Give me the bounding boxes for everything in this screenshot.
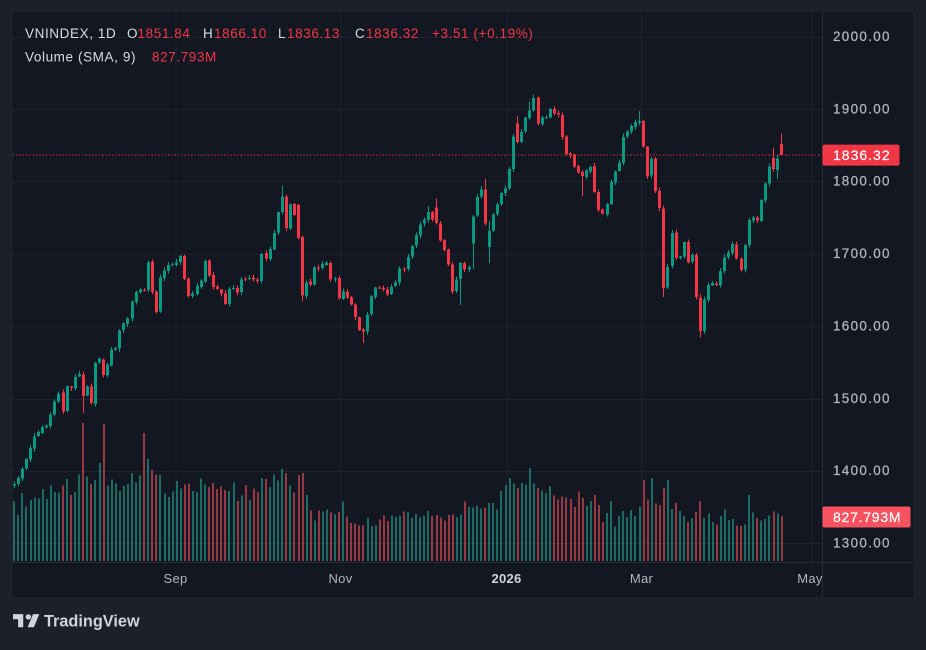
svg-text:827.793M: 827.793M	[833, 509, 901, 525]
svg-text:TradingView: TradingView	[44, 613, 140, 631]
svg-text:1500.00: 1500.00	[833, 391, 891, 406]
svg-text:1900.00: 1900.00	[833, 101, 891, 116]
svg-text:Sep: Sep	[163, 571, 187, 586]
svg-text:1800.00: 1800.00	[833, 174, 891, 189]
svg-text:May: May	[797, 571, 823, 586]
svg-text:1851.84: 1851.84	[138, 26, 191, 41]
svg-text:1836.13: 1836.13	[287, 26, 340, 41]
svg-text:1836.32: 1836.32	[366, 26, 419, 41]
svg-text:O: O	[127, 26, 138, 41]
svg-text:1836.32: 1836.32	[833, 147, 891, 163]
svg-text:H: H	[203, 26, 213, 41]
svg-text:Nov: Nov	[328, 571, 352, 586]
svg-text:1600.00: 1600.00	[833, 318, 891, 333]
svg-text:827.793M: 827.793M	[152, 49, 217, 64]
svg-text:Volume (SMA, 9): Volume (SMA, 9)	[25, 49, 136, 64]
svg-text:+3.51 (+0.19%): +3.51 (+0.19%)	[432, 26, 533, 41]
svg-text:1700.00: 1700.00	[833, 246, 891, 261]
svg-text:2026: 2026	[491, 571, 521, 586]
svg-text:1400.00: 1400.00	[833, 463, 891, 478]
svg-text:VNINDEX, 1D: VNINDEX, 1D	[25, 26, 116, 41]
svg-text:1300.00: 1300.00	[833, 536, 891, 551]
svg-text:L: L	[278, 26, 286, 41]
svg-text:2000.00: 2000.00	[833, 29, 891, 44]
svg-text:C: C	[355, 26, 365, 41]
svg-text:1866.10: 1866.10	[214, 26, 267, 41]
svg-text:Mar: Mar	[630, 571, 654, 586]
